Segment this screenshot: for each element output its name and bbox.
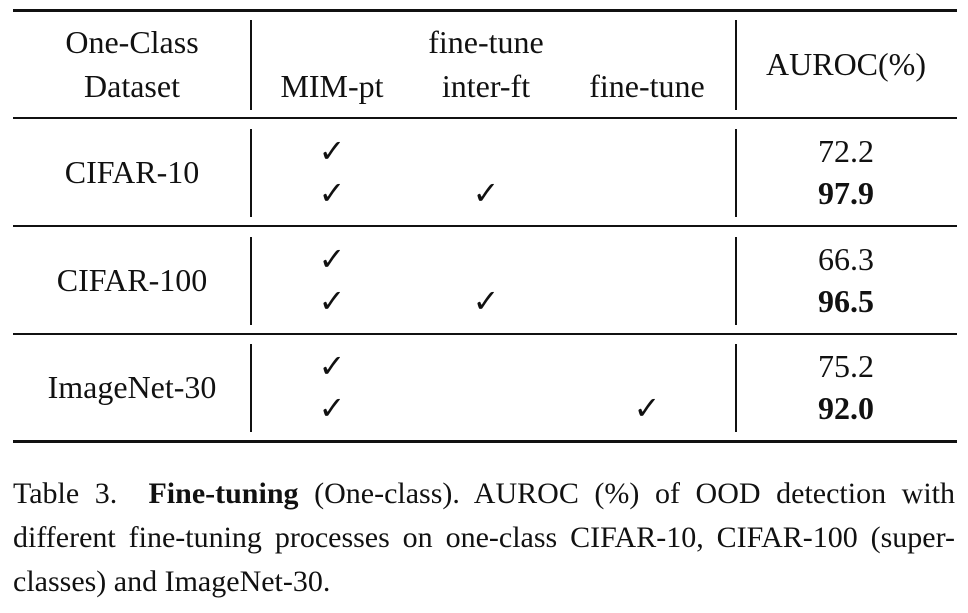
v-rule [735,344,737,432]
check-mark: ✓ [318,390,346,426]
top-rule [13,9,957,12]
v-rule [250,344,252,432]
header-group: fine-tune [428,24,544,60]
check-mark: ✓ [318,175,346,211]
header-column: fine-tune [589,68,705,104]
caption: Table 3. Fine-tuning (One-class). AUROC … [13,472,955,604]
v-rule [735,236,737,325]
dataset-name: CIFAR-10 [64,154,200,190]
dataset-name: ImageNet-30 [47,369,217,405]
auroc-value: 75.2 [818,348,874,384]
caption-label: Table 3. [13,477,118,510]
group-rule [13,332,957,335]
header-metric: AUROC(%) [766,46,926,82]
header-column: MIM-pt [280,68,384,104]
auroc-value: 97.9 [818,175,874,211]
group-rule [13,225,957,227]
auroc-value: 66.3 [818,240,874,277]
v-rule [250,129,252,217]
check-mark: ✓ [318,282,346,319]
v-rule [250,20,252,110]
check-mark: ✓ [318,240,346,277]
check-mark: ✓ [472,175,500,211]
auroc-value: 72.2 [818,133,874,169]
auroc-value: 96.5 [818,282,874,319]
check-mark: ✓ [472,282,500,319]
v-rule [735,20,737,110]
caption-text: (One-class). AUROC (%) of OOD detection … [13,477,956,598]
v-rule [250,236,252,325]
header-dataset: Dataset [84,68,180,104]
dataset-name: CIFAR-100 [56,261,208,298]
auroc-value: 92.0 [818,390,874,426]
check-mark: ✓ [318,348,346,384]
header-dataset: One-Class [65,24,199,60]
header-column: inter-ft [441,68,531,104]
check-mark: ✓ [633,390,661,426]
bottom-rule [13,440,957,443]
caption-bold: Fine-tuning [148,477,299,510]
v-rule [735,129,737,217]
header-rule [13,117,957,119]
check-mark: ✓ [318,133,346,169]
